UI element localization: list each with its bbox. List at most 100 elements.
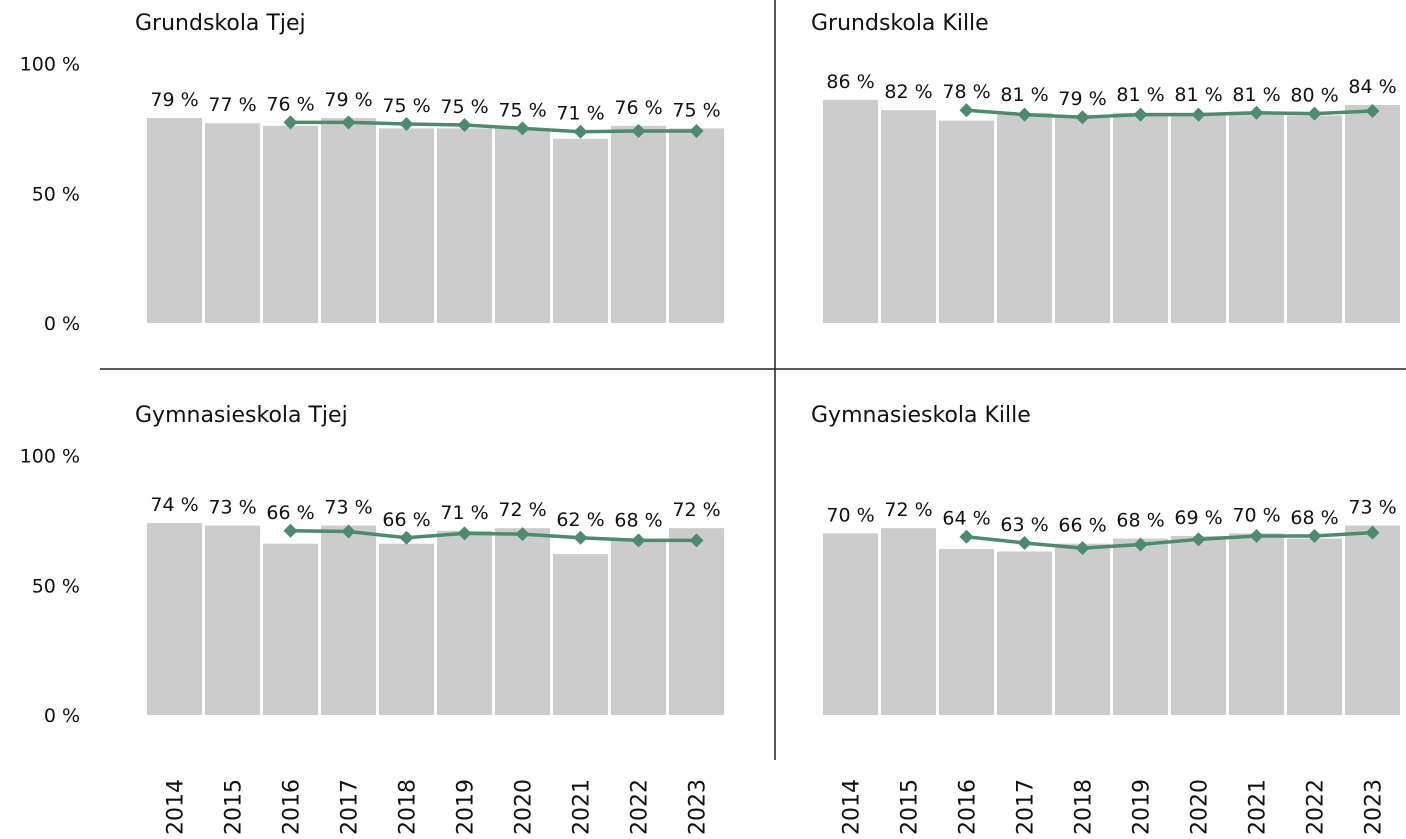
line-marker [631,533,646,548]
bar [553,554,608,715]
x-tick-label: 2017 [338,779,363,835]
value-label: 70 % [826,504,874,526]
x-tick-label: 2023 [1362,779,1387,835]
line-marker [1133,107,1148,122]
line [966,530,1373,550]
bar [997,112,1052,324]
x-tick-label: 2021 [1246,779,1271,835]
bar [1345,525,1400,715]
bar [1287,538,1342,715]
x-tick-label: 2022 [628,779,653,835]
value-label: 81 % [1000,84,1048,106]
line [290,120,697,134]
value-label: 72 % [672,499,720,521]
x-tick-label: 2018 [396,779,421,835]
x-tick-label: 2019 [454,779,479,835]
x-tick-label: 2016 [280,779,305,835]
line-marker [1191,532,1206,547]
line-marker [399,530,414,545]
bar [823,99,878,323]
bar [1229,112,1284,324]
bar [495,528,550,715]
value-label: 72 % [884,499,932,521]
x-tick-label: 2015 [222,779,247,835]
value-label: 72 % [498,499,546,521]
bar [1345,105,1400,324]
line-marker [457,118,472,133]
bar [553,138,608,323]
bar [1229,533,1284,715]
value-label: 76 % [614,97,662,119]
line-marker [1191,107,1206,122]
value-label: 70 % [1232,504,1280,526]
value-label: 66 % [382,509,430,531]
y-tick-label: 0 % [44,705,80,727]
bar [147,522,202,715]
line-marker [1249,105,1264,120]
bar [939,548,994,715]
y-tick-label: 50 % [32,575,80,597]
value-label: 73 % [208,497,256,519]
line-marker [689,123,704,138]
line [966,108,1373,119]
line-marker [689,533,704,548]
line-marker [457,526,472,541]
bar [881,110,936,324]
bar [1171,535,1226,715]
bar [263,125,318,323]
line-marker [631,123,646,138]
y-tick-label: 0 % [44,313,80,335]
value-label: 79 % [150,89,198,111]
line-marker [399,116,414,131]
value-label: 80 % [1290,85,1338,107]
value-label: 73 % [324,497,372,519]
value-label: 81 % [1174,84,1222,106]
bar [379,543,434,715]
value-label: 76 % [266,93,314,115]
bar [1113,112,1168,324]
bar [205,123,260,323]
x-tick-label: 2022 [1304,779,1329,835]
x-tick-label: 2016 [956,779,981,835]
bar [321,117,376,324]
line-marker [1365,525,1380,540]
bar [147,117,202,324]
bar [321,525,376,715]
x-tick-label: 2014 [840,779,865,835]
value-label: 68 % [614,510,662,532]
value-label: 79 % [1058,88,1106,110]
bar [495,128,550,323]
line-marker [959,103,974,118]
value-label: 63 % [1000,514,1048,536]
value-label: 66 % [266,502,314,524]
line-marker [283,115,298,130]
x-tick-label: 2017 [1014,779,1039,835]
line-marker [959,529,974,544]
bar [1055,543,1110,715]
y-tick-label: 50 % [32,183,80,205]
value-label: 78 % [942,81,990,103]
x-tick-label: 2021 [570,779,595,835]
bar [1113,538,1168,715]
value-label: 68 % [1116,510,1164,532]
x-tick-label: 2014 [164,779,189,835]
chart-title: Gymnasieskola Kille [811,403,1031,428]
bar [437,530,492,715]
line-marker [1307,106,1322,121]
value-label: 75 % [498,99,546,121]
bar [1287,115,1342,324]
value-label: 79 % [324,89,372,111]
line-marker [341,115,356,130]
value-label: 64 % [942,508,990,530]
bar [611,125,666,323]
bar [997,551,1052,715]
value-label: 71 % [556,103,604,125]
value-label: 71 % [440,502,488,524]
chart-title: Grundskola Tjej [135,11,306,36]
y-tick-label: 100 % [20,446,80,468]
x-tick-label: 2023 [686,779,711,835]
chart-title: Grundskola Kille [811,11,989,36]
line-marker [1365,103,1380,118]
bar [437,128,492,323]
line-marker [1075,541,1090,556]
